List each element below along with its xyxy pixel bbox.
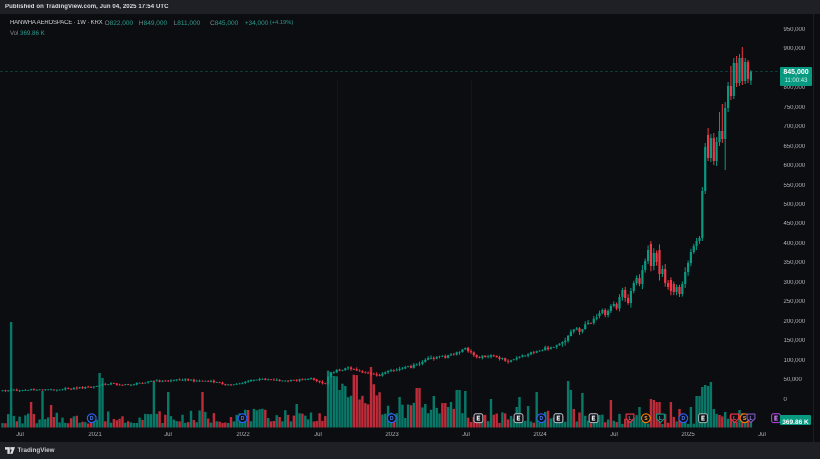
- svg-text:D: D: [539, 416, 543, 422]
- svg-text:S: S: [743, 416, 747, 422]
- svg-text:D: D: [681, 416, 685, 422]
- svg-text:L: L: [628, 416, 631, 422]
- svg-text:L: L: [659, 416, 662, 422]
- svg-text:S: S: [644, 416, 648, 422]
- svg-text:D: D: [90, 416, 94, 422]
- svg-text:D: D: [390, 416, 394, 422]
- svg-text:L: L: [733, 416, 736, 422]
- svg-text:L: L: [749, 416, 752, 422]
- svg-text:D: D: [241, 416, 245, 422]
